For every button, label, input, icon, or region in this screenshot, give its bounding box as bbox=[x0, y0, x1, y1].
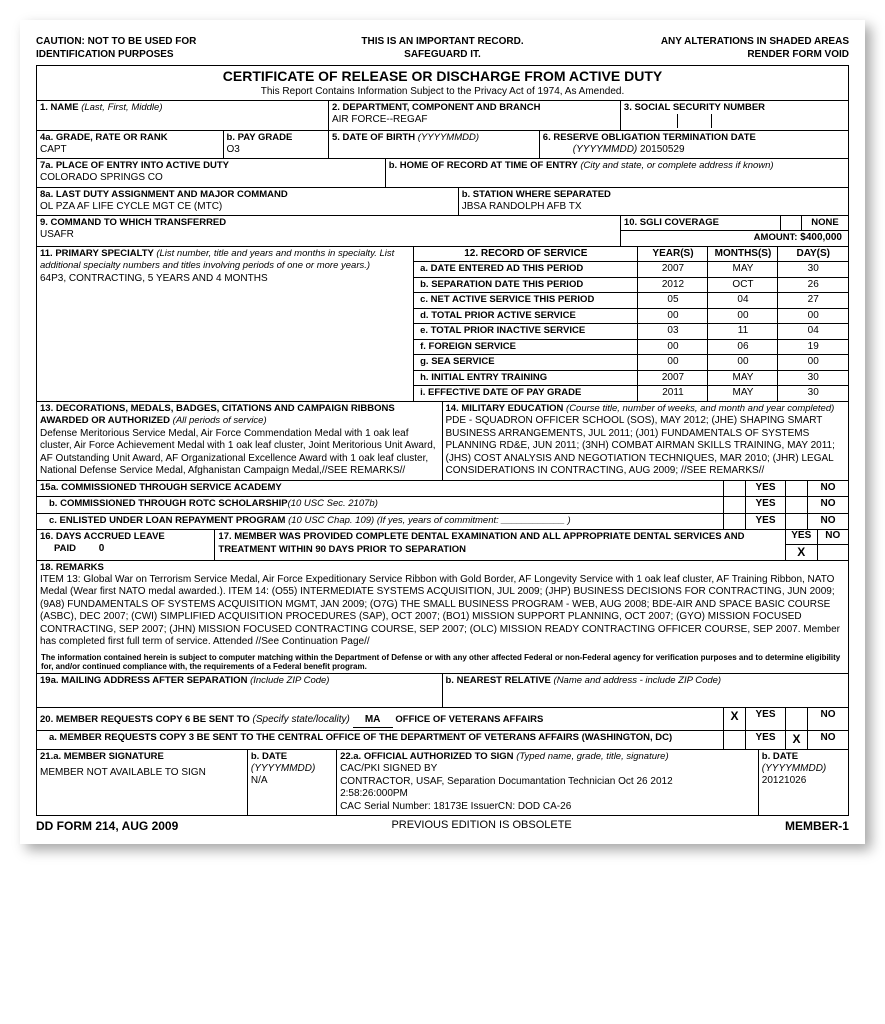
header-warnings: CAUTION: NOT TO BE USED FOR IDENTIFICATI… bbox=[36, 36, 849, 61]
box4b-value: O3 bbox=[227, 144, 325, 157]
box18-value: ITEM 13: Global War on Terrorism Service… bbox=[40, 574, 845, 649]
box14-value: PDE - SQUADRON OFFICER SCHOOL (SOS), MAY… bbox=[446, 415, 846, 478]
box10-amount: $400,000 bbox=[800, 232, 842, 243]
box21b-value: N/A bbox=[251, 775, 333, 788]
box16-label: 16. DAYS ACCRUED LEAVE bbox=[40, 531, 211, 543]
footer-right: MEMBER-1 bbox=[785, 819, 849, 834]
box1-label: 1. NAME bbox=[40, 102, 79, 113]
box15c-hint: (10 USC Chap. 109) (If yes, years of com… bbox=[288, 515, 571, 526]
disclaimer: The information contained herein is subj… bbox=[37, 651, 848, 673]
box15c-label: c. ENLISTED UNDER LOAN REPAYMENT PROGRAM bbox=[49, 515, 285, 526]
box15a-label: 15a. COMMISSIONED THROUGH SERVICE ACADEM… bbox=[40, 482, 282, 493]
box8a-value: OL PZA AF LIFE CYCLE MGT CE (MTC) bbox=[40, 201, 455, 214]
box21a-value: MEMBER NOT AVAILABLE TO SIGN bbox=[40, 763, 244, 780]
box3-label: 3. SOCIAL SECURITY NUMBER bbox=[624, 102, 845, 114]
box22a-hint: (Typed name, grade, title, signature) bbox=[516, 751, 668, 762]
box2-value: AIR FORCE--REGAF bbox=[332, 114, 617, 127]
box13-value: Defense Meritorious Service Medal, Air F… bbox=[40, 428, 439, 478]
box8a-label: 8a. LAST DUTY ASSIGNMENT AND MAJOR COMMA… bbox=[40, 189, 455, 201]
ros-col-day: DAY(S) bbox=[778, 247, 848, 262]
no-label: NO bbox=[808, 481, 848, 497]
center-l2: SAFEGUARD IT. bbox=[404, 49, 481, 60]
box17-label: 17. MEMBER WAS PROVIDED COMPLETE DENTAL … bbox=[218, 531, 744, 555]
box9-label: 9. COMMAND TO WHICH TRANSFERRED bbox=[40, 217, 617, 229]
box15b-label: b. COMMISSIONED THROUGH ROTC SCHOLARSHIP bbox=[49, 498, 288, 509]
box7b-label: b. HOME OF RECORD AT TIME OF ENTRY bbox=[389, 160, 578, 171]
box8b-label: b. STATION WHERE SEPARATED bbox=[462, 189, 845, 201]
box22a-label: 22.a. OFFICIAL AUTHORIZED TO SIGN bbox=[340, 751, 513, 762]
box21b-hint: (YYYYMMDD) bbox=[251, 763, 333, 776]
box7a-value: COLORADO SPRINGS CO bbox=[40, 172, 382, 185]
box9-value: USAFR bbox=[40, 229, 617, 242]
right-l2: RENDER FORM VOID bbox=[747, 49, 849, 60]
box19b-label: b. NEAREST RELATIVE bbox=[446, 675, 551, 686]
box12-label: 12. RECORD OF SERVICE bbox=[414, 247, 638, 262]
box20-state: MA bbox=[353, 714, 393, 728]
box16-paid-label: PAID bbox=[40, 543, 76, 554]
box13-hint: (All periods of service) bbox=[173, 415, 267, 426]
box19b-hint: (Name and address - include ZIP Code) bbox=[554, 675, 722, 686]
box19a-hint: (Include ZIP Code) bbox=[250, 675, 329, 686]
box11-label: 11. PRIMARY SPECIALTY bbox=[40, 248, 154, 259]
box22b-hint: (YYYYMMDD) bbox=[762, 763, 845, 776]
box20a-label: a. MEMBER REQUESTS COPY 3 BE SENT TO THE… bbox=[49, 732, 672, 743]
box10-none: NONE bbox=[802, 216, 848, 230]
box4a-value: CAPT bbox=[40, 144, 220, 157]
right-l1: ANY ALTERATIONS IN SHADED AREAS bbox=[661, 36, 849, 47]
form-footer: DD FORM 214, AUG 2009 PREVIOUS EDITION I… bbox=[36, 816, 849, 834]
box20-post: OFFICE OF VETERANS AFFAIRS bbox=[395, 714, 543, 725]
box5-label: 5. DATE OF BIRTH bbox=[332, 132, 415, 143]
footer-left: DD FORM 214, AUG 2009 bbox=[36, 819, 178, 834]
box6-hint: (YYYYMMDD) bbox=[543, 144, 637, 155]
ssn-field bbox=[644, 114, 746, 128]
box1-hint: (Last, First, Middle) bbox=[81, 102, 162, 113]
center-l1: THIS IS AN IMPORTANT RECORD. bbox=[361, 36, 523, 47]
box10-amount-label: AMOUNT: bbox=[754, 232, 798, 243]
caution-l1: CAUTION: NOT TO BE USED FOR bbox=[36, 36, 196, 47]
box22a-l1: CAC/PKI SIGNED BY bbox=[340, 763, 755, 776]
box4b-label: b. PAY GRADE bbox=[227, 132, 325, 144]
box4a-label: 4a. GRADE, RATE OR RANK bbox=[40, 132, 220, 144]
caution-l2: IDENTIFICATION PURPOSES bbox=[36, 49, 174, 60]
box10-label: 10. SGLI COVERAGE bbox=[621, 216, 780, 230]
box15a-yes-chk bbox=[724, 481, 746, 497]
box21a-label: 21.a. MEMBER SIGNATURE bbox=[40, 751, 244, 763]
yes-label: YES bbox=[746, 481, 786, 497]
form-body: CERTIFICATE OF RELEASE OR DISCHARGE FROM… bbox=[36, 65, 849, 816]
box7a-label: 7a. PLACE OF ENTRY INTO ACTIVE DUTY bbox=[40, 160, 382, 172]
dd214-form: CAUTION: NOT TO BE USED FOR IDENTIFICATI… bbox=[20, 20, 865, 844]
box15b-hint: (10 USC Sec. 2107b) bbox=[288, 498, 378, 509]
ros-col-year: YEAR(S) bbox=[638, 247, 708, 262]
box17-mark: X bbox=[786, 545, 818, 560]
box16-paid: 0 bbox=[79, 543, 105, 554]
box20-pre: 20. MEMBER REQUESTS COPY 6 BE SENT TO bbox=[40, 714, 250, 725]
form-subtitle: This Report Contains Information Subject… bbox=[41, 86, 844, 99]
box22b-value: 20121026 bbox=[762, 775, 845, 788]
box22a-l3: 2:58:26:000PM bbox=[340, 788, 755, 801]
box15a-no-chk bbox=[786, 481, 808, 497]
box5-hint: (YYYYMMDD) bbox=[418, 132, 479, 143]
record-of-service-table: 12. RECORD OF SERVICE YEAR(S) MONTHS(S) … bbox=[414, 247, 848, 401]
box6-value: 20150529 bbox=[640, 144, 685, 155]
title-bar: CERTIFICATE OF RELEASE OR DISCHARGE FROM… bbox=[37, 66, 848, 101]
box14-label: 14. MILITARY EDUCATION bbox=[446, 403, 564, 414]
footer-mid: PREVIOUS EDITION IS OBSOLETE bbox=[391, 819, 571, 834]
box2-label: 2. DEPARTMENT, COMPONENT AND BRANCH bbox=[332, 102, 617, 114]
box22a-l2: CONTRACTOR, USAF, Separation Documantati… bbox=[340, 776, 755, 789]
box14-hint: (Course title, number of weeks, and mont… bbox=[566, 403, 834, 414]
box20-mark: X bbox=[724, 708, 746, 730]
ros-col-month: MONTHS(S) bbox=[708, 247, 778, 262]
box20-hint: (Specify state/locality) bbox=[253, 714, 350, 725]
box22b-label: b. DATE bbox=[762, 751, 845, 763]
box7b-hint: (City and state, or complete address if … bbox=[580, 160, 773, 171]
box11-value: 64P3, CONTRACTING, 5 YEARS AND 4 MONTHS bbox=[40, 273, 410, 286]
box6-label: 6. RESERVE OBLIGATION TERMINATION DATE bbox=[543, 132, 845, 144]
box22a-l4: CAC Serial Number: 18173E IssuerCN: DOD … bbox=[340, 801, 755, 814]
box21b-label: b. DATE bbox=[251, 751, 333, 763]
box18-label: 18. REMARKS bbox=[40, 562, 845, 574]
box8b-value: JBSA RANDOLPH AFB TX bbox=[462, 201, 845, 214]
form-title: CERTIFICATE OF RELEASE OR DISCHARGE FROM… bbox=[41, 68, 844, 86]
box19a-label: 19a. MAILING ADDRESS AFTER SEPARATION bbox=[40, 675, 247, 686]
box20a-mark: X bbox=[786, 731, 808, 749]
